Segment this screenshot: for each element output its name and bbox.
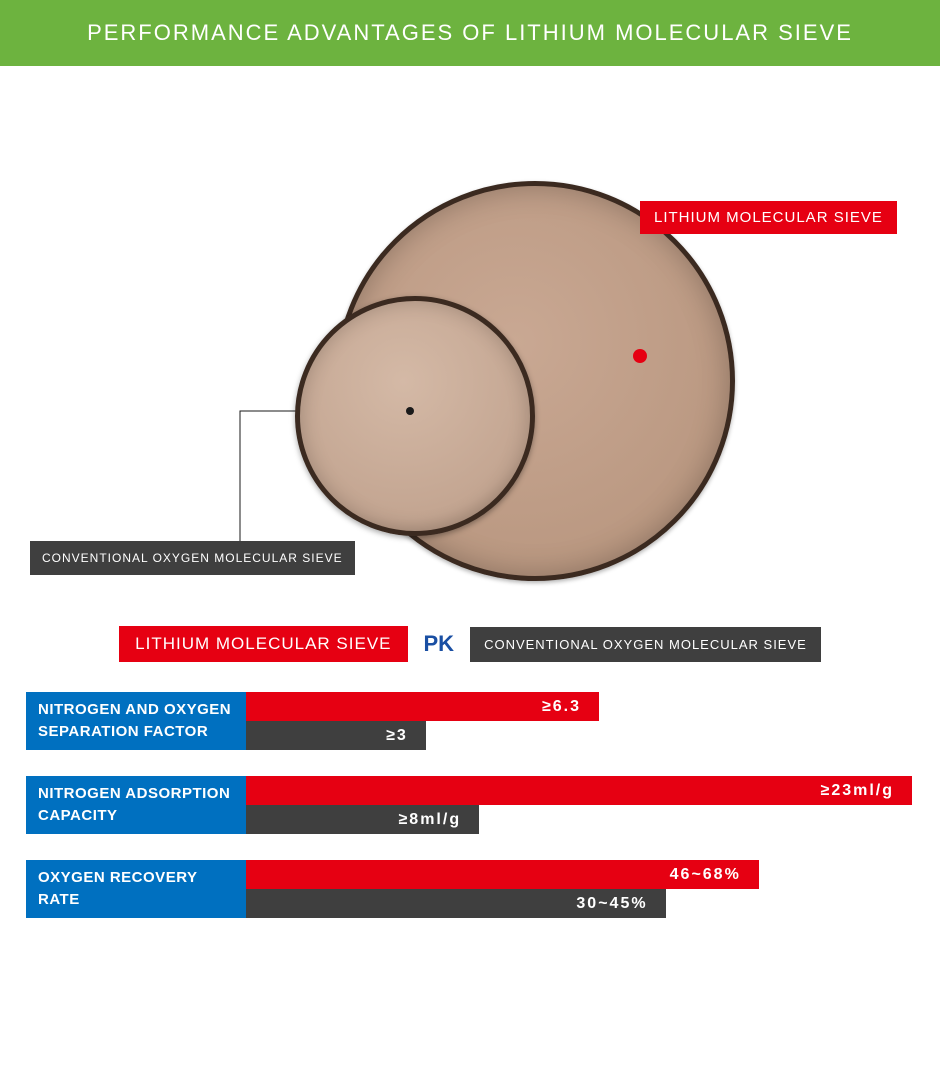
metric-label-line: NITROGEN AND OXYGEN (38, 699, 234, 722)
metric-label-line: NITROGEN ADSORPTION (38, 783, 234, 806)
metric-bars: 46~68%30~45% (246, 860, 914, 918)
conventional-dot (406, 407, 414, 415)
bar-lithium: ≥23ml/g (246, 776, 912, 805)
metric-bars: ≥6.3≥3 (246, 692, 914, 750)
metric-label-line: CAPACITY (38, 805, 234, 828)
metric-label: OXYGEN RECOVERY RATE (26, 860, 246, 918)
bar-lithium: ≥6.3 (246, 692, 599, 721)
metric-label: NITROGEN ADSORPTIONCAPACITY (26, 776, 246, 834)
lithium-label: LITHIUM MOLECULAR SIEVE (640, 201, 897, 234)
pk-conventional-box: CONVENTIONAL OXYGEN MOLECULAR SIEVE (470, 627, 821, 662)
metric-label-line: OXYGEN RECOVERY RATE (38, 867, 234, 912)
bar-conventional: ≥3 (246, 721, 426, 750)
conventional-label: CONVENTIONAL OXYGEN MOLECULAR SIEVE (30, 541, 355, 575)
pk-row: LITHIUM MOLECULAR SIEVE PK CONVENTIONAL … (0, 626, 940, 662)
lithium-dot (633, 349, 647, 363)
metric-label-line: SEPARATION FACTOR (38, 721, 234, 744)
page-title: PERFORMANCE ADVANTAGES OF LITHIUM MOLECU… (0, 0, 940, 66)
pk-lithium-box: LITHIUM MOLECULAR SIEVE (119, 626, 407, 662)
bar-conventional: 30~45% (246, 889, 666, 918)
metric-label: NITROGEN AND OXYGENSEPARATION FACTOR (26, 692, 246, 750)
metric-bars: ≥23ml/g≥8ml/g (246, 776, 914, 834)
metric-row: OXYGEN RECOVERY RATE 46~68%30~45% (26, 860, 914, 918)
conventional-circle (295, 296, 535, 536)
metrics-section: NITROGEN AND OXYGENSEPARATION FACTOR≥6.3… (0, 692, 940, 918)
metric-row: NITROGEN ADSORPTIONCAPACITY≥23ml/g≥8ml/g (26, 776, 914, 834)
metric-row: NITROGEN AND OXYGENSEPARATION FACTOR≥6.3… (26, 692, 914, 750)
comparison-diagram: LITHIUM MOLECULAR SIEVE CONVENTIONAL OXY… (0, 66, 940, 606)
bar-conventional: ≥8ml/g (246, 805, 479, 834)
bar-lithium: 46~68% (246, 860, 759, 889)
pk-label: PK (424, 631, 455, 657)
